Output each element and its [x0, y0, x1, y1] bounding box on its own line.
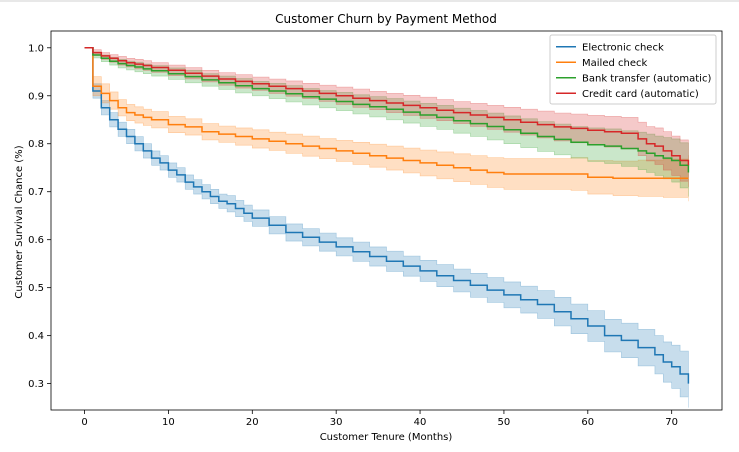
y-tick-label: 0.7	[28, 187, 44, 198]
plot-frame	[50, 30, 723, 411]
survival-line-mailed-check	[84, 47, 689, 180]
y-tick-label: 0.9	[28, 91, 44, 102]
legend-label-electronic-check: Electronic check	[582, 42, 664, 53]
legend-label-credit-card-automatic: Credit card (automatic)	[582, 89, 699, 100]
survival-lines	[84, 47, 690, 384]
y-tick-label: 1.0	[28, 43, 44, 54]
x-tick-label: 0	[81, 417, 87, 428]
x-tick-label: 30	[330, 417, 343, 428]
legend-box	[549, 34, 717, 105]
x-tick-label: 70	[665, 417, 678, 428]
x-tick-label: 60	[581, 417, 594, 428]
legend: Electronic check Mailed check Bank transfe…	[549, 34, 717, 105]
legend-label-bank-transfer-automatic: Bank transfer (automatic)	[582, 73, 711, 84]
y-axis-ticks: 0.3 0.4 0.5 0.6 0.7 0.8 0.9 1.0	[28, 43, 51, 390]
survival-line-electronic-check	[84, 47, 690, 384]
top-border	[0, 0, 739, 2]
survival-line-bank-transfer-automatic	[84, 47, 690, 173]
y-tick-label: 0.4	[28, 331, 44, 342]
chart-title: Customer Churn by Payment Method	[275, 12, 497, 26]
y-tick-label: 0.5	[28, 283, 44, 294]
x-tick-label: 10	[162, 417, 175, 428]
x-tick-label: 40	[414, 417, 427, 428]
legend-label-mailed-check: Mailed check	[582, 58, 647, 69]
x-axis-ticks: 0 10 20 30 40 50 60 70	[81, 410, 678, 428]
y-axis-title: Customer Survival Chance (%)	[14, 145, 25, 298]
y-tick-label: 0.3	[28, 379, 44, 390]
x-tick-label: 20	[246, 417, 259, 428]
y-tick-label: 0.6	[28, 235, 44, 246]
x-axis-title: Customer Tenure (Months)	[320, 432, 453, 443]
x-tick-label: 50	[498, 417, 511, 428]
survival-line-credit-card-automatic	[84, 47, 690, 166]
y-tick-label: 0.8	[28, 139, 44, 150]
